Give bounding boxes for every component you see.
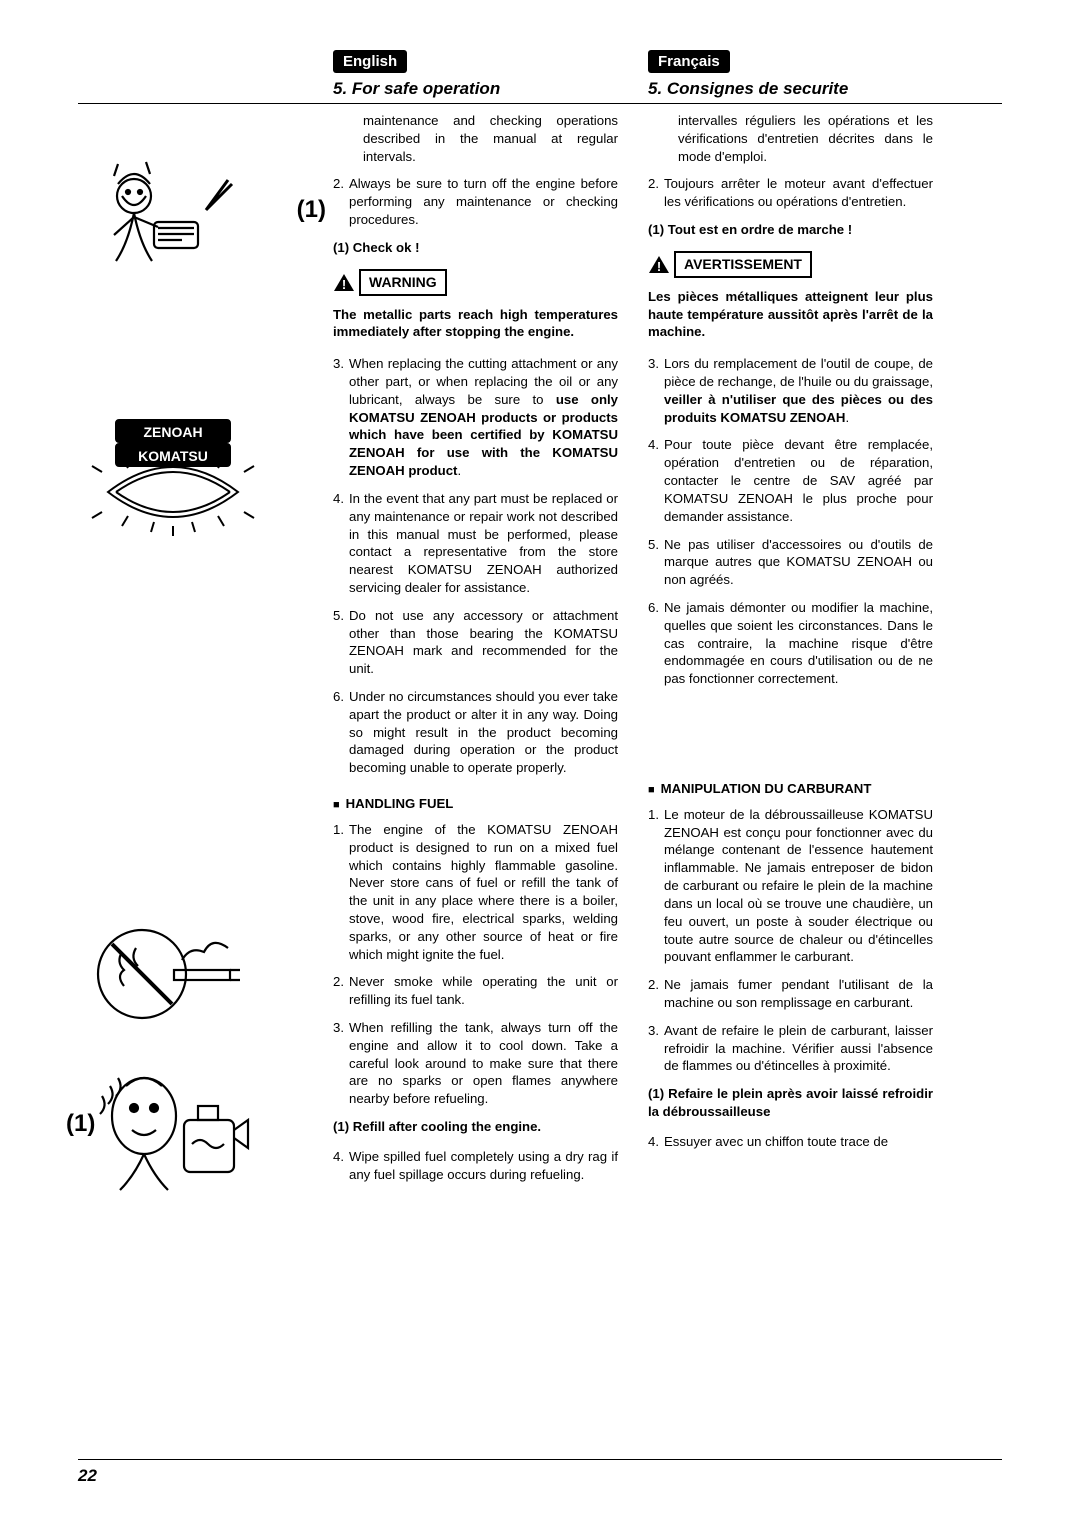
body-text: intervalles réguliers les opérations et … <box>648 112 933 165</box>
list-item: 6. Ne jamais démonter ou modifier la mac… <box>648 599 933 688</box>
section-title-en: 5. For safe operation <box>333 79 618 99</box>
warning-triangle-icon: ! <box>333 273 355 292</box>
french-column: intervalles réguliers les opérations et … <box>648 112 933 1451</box>
list-item: 4. Essuyer avec un chiffon toute trace d… <box>648 1133 933 1151</box>
list-item: 2. Never smoke while operating the unit … <box>333 973 618 1009</box>
header-rule <box>78 103 1002 104</box>
brand-logo-icon: ZENOAH KOMATSU <box>88 402 258 552</box>
svg-text:KOMATSU: KOMATSU <box>138 448 208 464</box>
header-row: English 5. For safe operation Français 5… <box>333 50 1002 99</box>
refuel-cooling-icon <box>88 1056 258 1206</box>
footer-rule <box>78 1459 1002 1460</box>
warning-triangle-icon: ! <box>648 255 670 274</box>
lang-tag-en: English <box>333 50 407 73</box>
list-item: 4. Wipe spilled fuel completely using a … <box>333 1148 618 1184</box>
callout-label: (1) <box>66 1110 95 1138</box>
list-item: 3. When refilling the tank, always turn … <box>333 1019 618 1108</box>
list-item: 5. Do not use any accessory or attachmen… <box>333 607 618 678</box>
list-item: 2. Toujours arrêter le moteur avant d'ef… <box>648 175 933 211</box>
lang-tag-fr: Français <box>648 50 730 73</box>
fuel-heading: ■HANDLING FUEL <box>333 795 618 813</box>
callout-label: (1) <box>297 196 326 224</box>
page-number: 22 <box>78 1466 1002 1486</box>
refill-note: (1) Refill after cooling the engine. <box>333 1118 618 1136</box>
list-item: 2. Always be sure to turn off the engine… <box>333 175 618 228</box>
svg-text:ZENOAH: ZENOAH <box>143 424 202 440</box>
list-item: 4. Pour toute pièce devant être remplacé… <box>648 436 933 525</box>
illustration-nosmoking <box>78 912 268 1042</box>
english-column: maintenance and checking operations desc… <box>333 112 618 1451</box>
illustration-refuel: (1) <box>78 1056 268 1206</box>
warning-row: ! WARNING <box>333 269 618 296</box>
header-fr: Français 5. Consignes de securite <box>648 50 933 99</box>
svg-text:!: ! <box>657 259 661 274</box>
warning-label: WARNING <box>359 269 447 296</box>
svg-text:!: ! <box>342 277 346 292</box>
list-item: 2. Ne jamais fumer pendant l'utilisant d… <box>648 976 933 1012</box>
list-item: 6. Under no circumstances should you eve… <box>333 688 618 777</box>
list-item: 4. In the event that any part must be re… <box>333 490 618 597</box>
list-item: 3. Lors du remplacement de l'outil de co… <box>648 355 933 426</box>
check-note: (1) Tout est en ordre de marche ! <box>648 221 933 239</box>
warning-text: The metallic parts reach high temperatur… <box>333 306 618 342</box>
list-item: 1. The engine of the KOMATSU ZENOAH prod… <box>333 821 618 964</box>
section-title-fr: 5. Consignes de securite <box>648 79 933 99</box>
illustration-check: (1) <box>78 152 268 292</box>
warning-row: ! AVERTISSEMENT <box>648 251 933 278</box>
list-item: 3. When replacing the cutting attachment… <box>333 355 618 480</box>
illustration-logo: ZENOAH KOMATSU <box>78 402 268 552</box>
check-note: (1) Check ok ! <box>333 239 618 257</box>
header-en: English 5. For safe operation <box>333 50 618 99</box>
operator-check-icon <box>88 152 258 292</box>
no-smoking-icon <box>88 912 258 1042</box>
content-row: (1) ZENOAH <box>78 112 1002 1451</box>
list-item: 5. Ne pas utiliser d'accessoires ou d'ou… <box>648 536 933 589</box>
list-item: 3. Avant de refaire le plein de carburan… <box>648 1022 933 1075</box>
illustration-column: (1) ZENOAH <box>78 112 303 1451</box>
list-item: 1. Le moteur de la débroussailleuse KOMA… <box>648 806 933 966</box>
manual-page: English 5. For safe operation Français 5… <box>0 0 1080 1526</box>
warning-text: Les pièces métalliques atteignent leur p… <box>648 288 933 341</box>
fuel-heading: ■MANIPULATION DU CARBURANT <box>648 780 933 798</box>
refill-note: (1) Refaire le plein après avoir laissé … <box>648 1085 933 1121</box>
body-text: maintenance and checking operations desc… <box>333 112 618 165</box>
warning-label: AVERTISSEMENT <box>674 251 812 278</box>
